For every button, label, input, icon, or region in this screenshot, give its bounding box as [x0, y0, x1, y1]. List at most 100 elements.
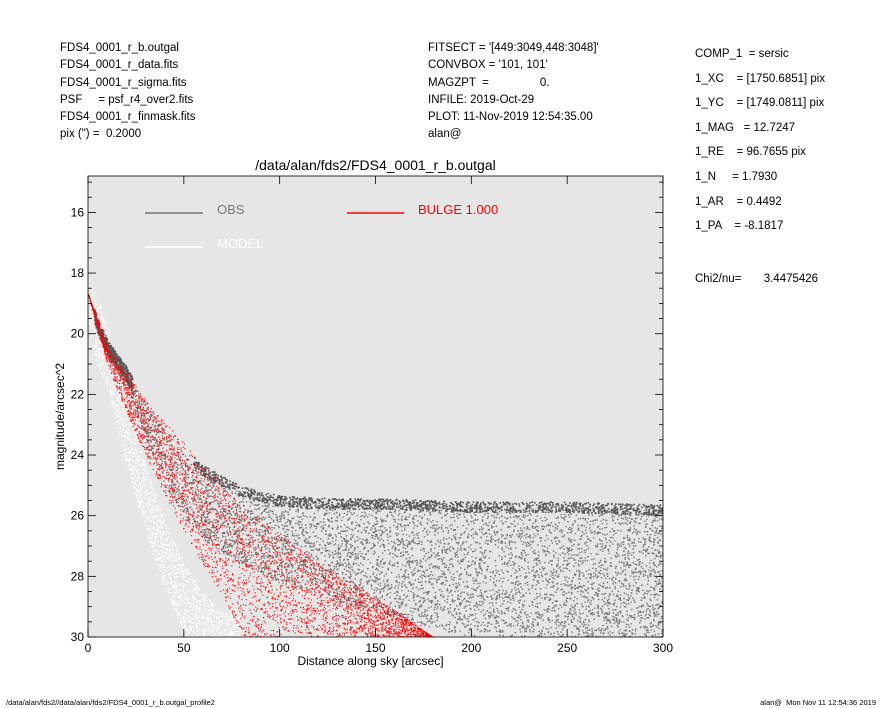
model-point — [223, 678, 224, 679]
model-point — [223, 665, 224, 666]
obs-point — [531, 587, 533, 589]
model-point — [162, 517, 164, 519]
obs-point — [370, 547, 372, 550]
obs-point — [341, 571, 344, 573]
model-point — [149, 527, 151, 530]
model-point — [132, 448, 134, 451]
obs-point — [470, 627, 472, 630]
model-point — [203, 651, 204, 652]
obs-point — [612, 609, 614, 611]
obs-point — [255, 504, 257, 506]
model-point — [140, 464, 143, 467]
plot-title: /data/alan/fds2/FDS4_0001_r_b.outgal — [255, 157, 496, 173]
model-point — [143, 462, 146, 464]
model-point — [125, 459, 127, 461]
obs-point — [660, 615, 663, 618]
model-point — [139, 506, 141, 508]
model-point — [115, 382, 117, 384]
model-point — [105, 333, 107, 336]
model-point — [223, 665, 224, 666]
model-point — [229, 674, 230, 675]
model-point — [240, 681, 241, 682]
obs-point — [651, 634, 654, 637]
obs-point — [148, 434, 150, 436]
model-point — [173, 591, 175, 593]
model-point — [101, 355, 103, 357]
obs-point — [549, 524, 551, 527]
obs-point — [576, 620, 579, 622]
obs-point — [386, 613, 388, 616]
model-point — [133, 487, 135, 489]
model-point — [233, 650, 234, 651]
model-point — [185, 590, 187, 593]
model-point — [223, 673, 224, 674]
obs-point — [490, 539, 492, 542]
obs-point — [658, 583, 660, 585]
obs-point — [637, 612, 639, 615]
model-point — [237, 679, 238, 680]
model-point — [171, 559, 173, 562]
model-point — [215, 647, 216, 648]
model-point — [188, 573, 190, 575]
model-point — [132, 484, 134, 486]
model-point — [114, 374, 116, 376]
obs-point — [511, 523, 514, 525]
obs-point — [138, 402, 141, 404]
model-point — [110, 390, 113, 392]
model-point — [219, 671, 220, 672]
model-point — [226, 615, 228, 617]
model-point — [213, 649, 214, 650]
model-point — [121, 418, 123, 420]
obs-point — [597, 525, 600, 528]
model-point — [188, 616, 190, 618]
obs-point — [628, 558, 630, 560]
obs-point — [309, 579, 312, 582]
model-point — [91, 335, 93, 337]
obs-point — [291, 530, 293, 533]
obs-point — [360, 518, 362, 521]
model-point — [177, 571, 179, 573]
model-point — [198, 623, 201, 625]
model-point — [96, 350, 98, 352]
model-point — [230, 630, 233, 632]
obs-point — [247, 552, 249, 554]
obs-point — [628, 538, 631, 541]
model-point — [236, 648, 237, 649]
obs-point — [235, 539, 238, 541]
model-point — [217, 671, 218, 672]
model-point — [129, 451, 131, 454]
obs-point — [230, 514, 233, 516]
obs-point — [597, 612, 599, 615]
model-point — [235, 630, 237, 633]
model-point — [196, 623, 198, 625]
model-point — [144, 471, 146, 473]
obs-point — [401, 582, 403, 585]
model-point — [202, 657, 203, 658]
model-point — [239, 641, 240, 642]
obs-point — [409, 566, 412, 569]
model-point — [119, 398, 122, 401]
obs-point — [534, 527, 536, 529]
model-point — [94, 351, 96, 353]
obs-point — [468, 631, 470, 634]
model-point — [140, 459, 142, 461]
obs-point — [513, 525, 516, 527]
model-point — [192, 596, 194, 598]
obs-point — [201, 514, 204, 516]
obs-point — [499, 629, 501, 631]
model-point — [163, 555, 165, 557]
model-point — [157, 541, 159, 543]
obs-point — [243, 562, 245, 564]
model-point — [225, 612, 227, 614]
model-point — [214, 644, 215, 645]
model-point — [103, 318, 105, 320]
model-point — [171, 591, 173, 594]
model-point — [101, 356, 104, 359]
model-point — [225, 646, 226, 647]
obs-point — [623, 561, 625, 564]
model-point — [192, 635, 195, 637]
obs-point — [647, 617, 650, 619]
model-point — [172, 554, 174, 556]
model-point — [90, 320, 92, 322]
model-point — [109, 370, 112, 372]
